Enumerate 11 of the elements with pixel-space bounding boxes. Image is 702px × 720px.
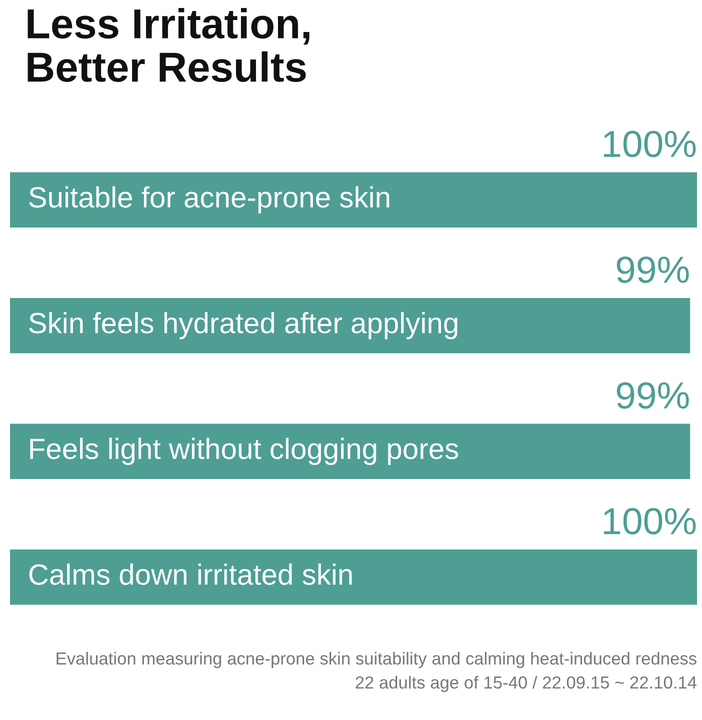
y-tick-label: Suitable for acne-prone skin [29, 186, 390, 214]
y-tick-label: Skin feels hydrated after applying [29, 312, 458, 340]
text: Evaluation measuring acne-prone skin suitability and calming heat-induced redness [56, 652, 696, 668]
chart-title: Less Irritation, Better Results [28, 8, 310, 82]
data-label: 99% [616, 382, 689, 409]
data-label: 100% [604, 508, 696, 535]
y-tick-label: Feels light without clogging pores [30, 438, 458, 465]
y-tick-label: Calms down irritated skin [29, 564, 352, 585]
data-label: 99% [616, 256, 689, 284]
text: 22 adults age of 15-40 / 22.09.15 ~ 22.10.14 [356, 676, 697, 692]
data-label: 100% [604, 130, 696, 158]
